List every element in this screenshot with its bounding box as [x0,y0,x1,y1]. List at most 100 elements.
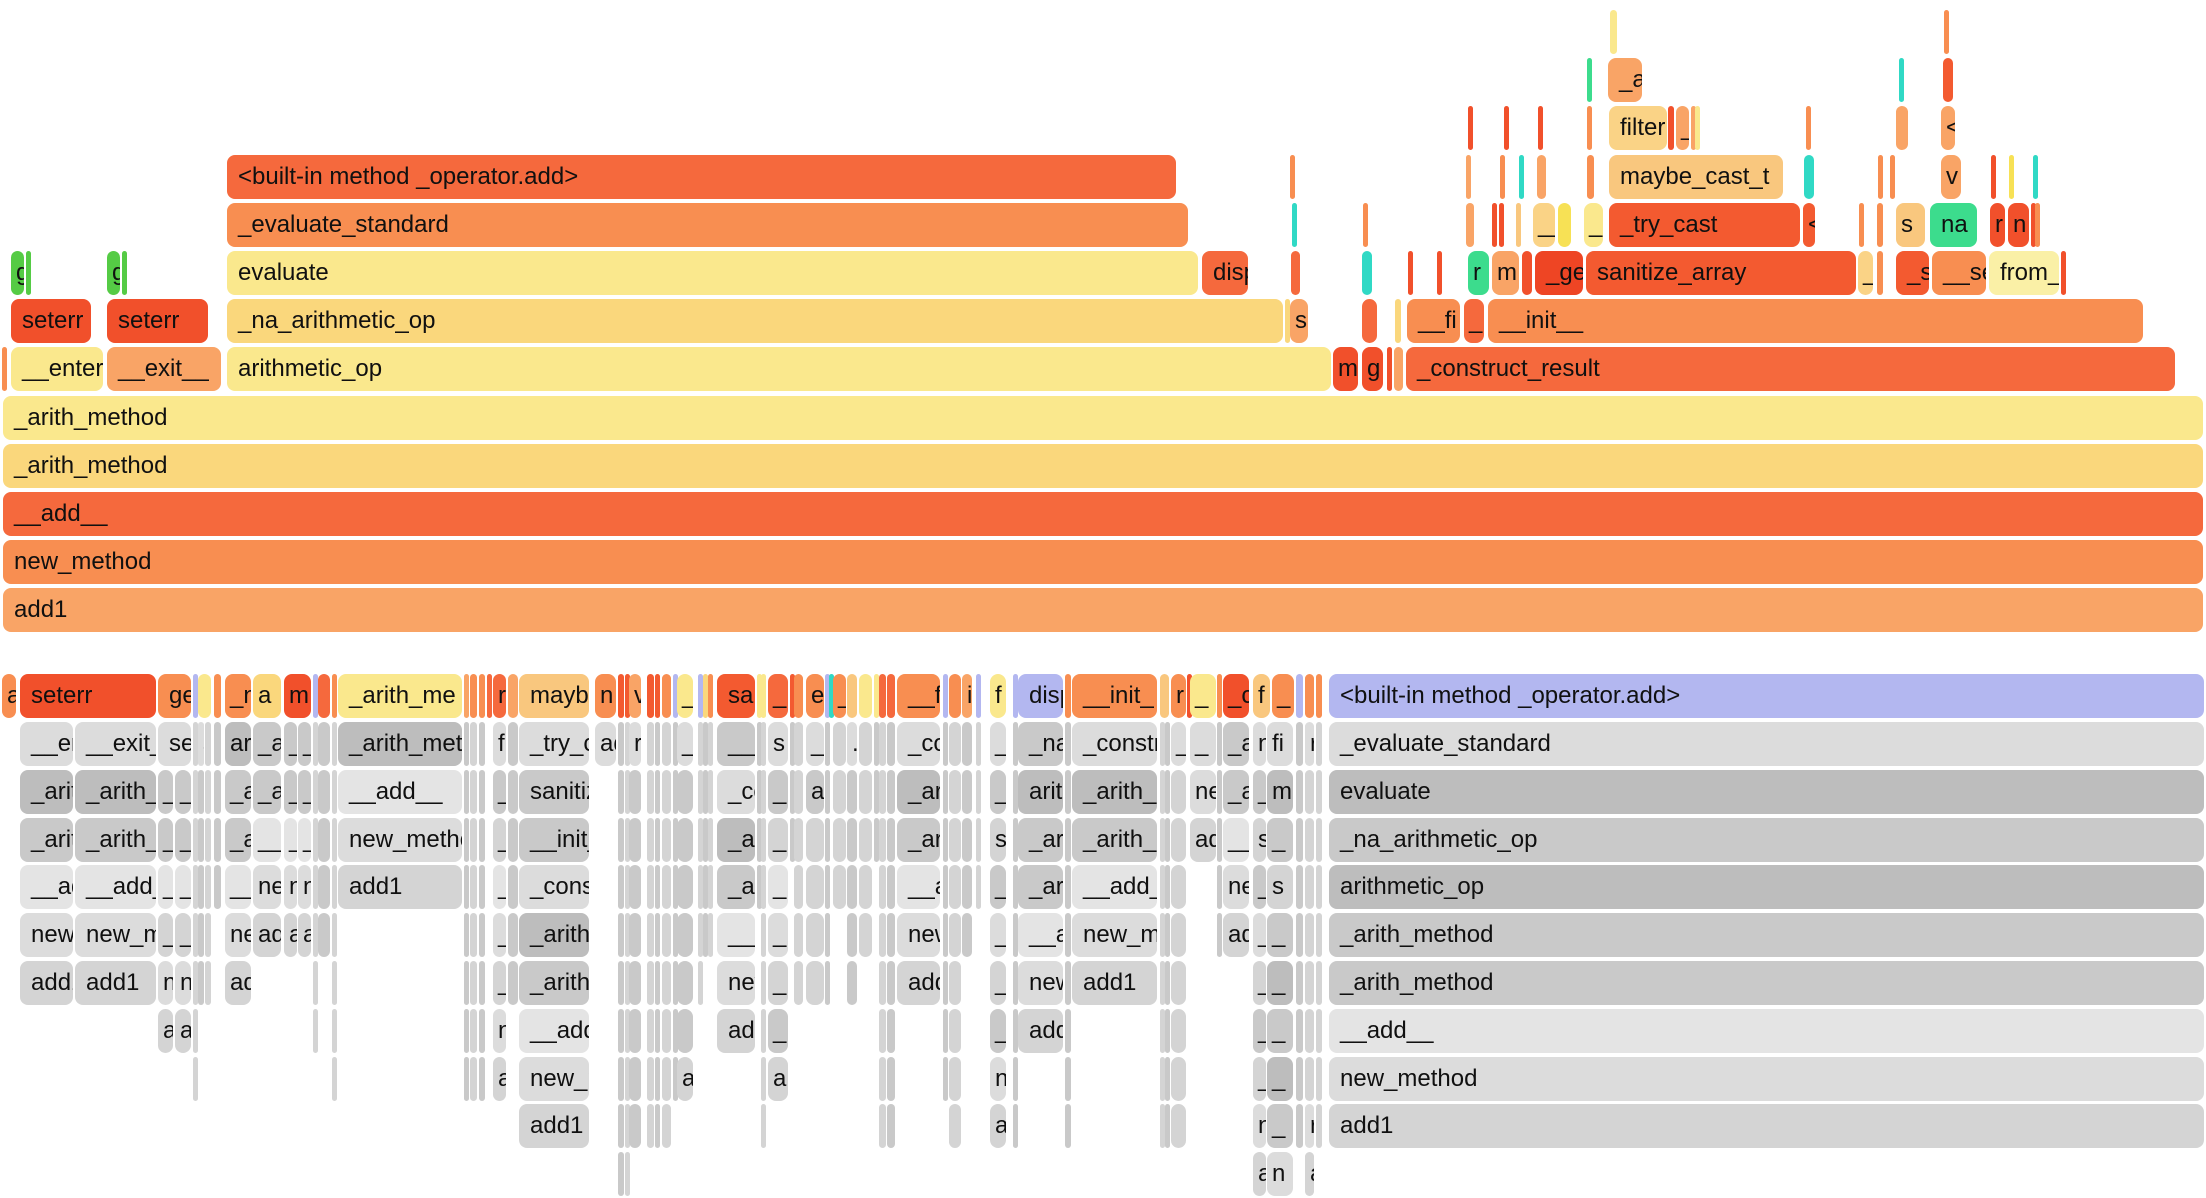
frame-sliver[interactable] [470,1009,477,1053]
frame-add1[interactable]: add1 [717,1009,755,1053]
frame-_[interactable]: _ [175,913,191,957]
frame-sliver[interactable] [1013,818,1018,862]
frame-sliver[interactable] [464,1057,469,1101]
frame-sliver[interactable] [677,770,693,814]
frame-sliver[interactable] [332,961,337,1005]
frame-sliver[interactable] [618,865,624,909]
frame-sliver[interactable] [859,674,872,718]
frame-sliver[interactable] [662,722,671,766]
frame-sliver[interactable] [761,818,766,862]
frame-sliver[interactable] [879,865,886,909]
frame-_arith_method[interactable]: _arith_method [1018,865,1063,909]
frame-m[interactable]: m [1267,770,1293,814]
frame-sliver[interactable] [662,913,671,957]
frame-new_method[interactable]: new_method [519,1057,589,1101]
frame-n[interactable]: n [595,674,616,718]
frame-_[interactable]: _ [175,770,191,814]
frame-f[interactable]: f [1253,674,1270,718]
frame-sliver[interactable] [1859,203,1864,247]
frame-sliver[interactable] [464,913,469,957]
frame-_arith_method[interactable]: _arith_method [75,818,156,862]
frame-_s[interactable]: _s [1896,251,1929,295]
frame-sliver[interactable] [833,722,846,766]
frame-sliver[interactable] [318,865,330,909]
frame-sliver[interactable] [464,722,469,766]
frame-sliver[interactable] [1316,913,1322,957]
frame-sliver[interactable] [625,1104,630,1148]
frame-sliver[interactable] [662,818,671,862]
frame-sliver[interactable] [1013,961,1018,1005]
frame-sliver[interactable] [1305,1009,1314,1053]
frame-sliver[interactable] [833,818,846,862]
frame-sliver[interactable] [1877,251,1883,295]
frame-sliver[interactable] [887,865,895,909]
frame-__enter__[interactable]: __enter__ [11,347,103,391]
frame-_[interactable]: _ [768,674,788,718]
frame-sliver[interactable] [618,1152,624,1196]
frame-sliver[interactable] [629,1104,641,1148]
frame-sliver[interactable] [193,722,198,766]
frame-sliver[interactable] [313,1009,318,1053]
frame-sliver[interactable] [647,722,654,766]
frame-_arith_method[interactable]: _arith_method [20,770,73,814]
frame-sliver[interactable] [1217,913,1222,957]
frame-sliver[interactable] [1217,770,1222,814]
frame-sliver[interactable] [1065,1009,1071,1053]
frame-sliver[interactable] [887,913,895,957]
frame-sliver[interactable] [1160,818,1165,862]
frame-sliver[interactable] [1296,865,1303,909]
frame-ge[interactable]: ge [158,674,191,718]
frame-__fi[interactable]: __fi [1407,299,1460,343]
frame-sliver[interactable] [198,865,204,909]
frame-a[interactable]: a [1305,1152,1314,1196]
frame-arithmetic_op[interactable]: arithmetic_op [1018,770,1063,814]
frame-_[interactable]: _ [1253,961,1266,1005]
frame-sliver[interactable] [1013,913,1018,957]
frame-sliver[interactable] [943,913,948,957]
frame-sliver[interactable] [794,818,803,862]
frame-sliver[interactable] [508,865,518,909]
frame-sliver[interactable] [470,1057,477,1101]
frame-sliver[interactable] [1877,203,1883,247]
frame-_[interactable]: _ [768,865,788,909]
frame-sliver[interactable] [1296,770,1303,814]
frame-add1[interactable]: add1 [225,961,251,1005]
frame-sliver[interactable] [625,865,630,909]
frame-_[interactable]: _ [677,722,693,766]
frame-sliver[interactable] [1468,106,1473,150]
frame-sliver[interactable] [887,770,895,814]
frame-new_method[interactable]: new_method [75,913,156,957]
frame-sliver[interactable] [1165,865,1170,909]
frame-a[interactable]: a [990,1104,1006,1148]
frame-sliver[interactable] [198,913,204,957]
frame-sliver[interactable] [313,818,318,862]
frame-s[interactable]: s [1267,865,1293,909]
frame-sliver[interactable] [943,770,948,814]
frame-sliver[interactable] [629,1009,641,1053]
frame-sliver[interactable] [790,722,795,766]
frame-sliver[interactable] [825,913,830,957]
frame-sliver[interactable] [677,1009,693,1053]
frame-sliver[interactable] [1516,203,1521,247]
frame-sliver[interactable] [1668,106,1674,150]
frame-sliver[interactable] [1296,1009,1303,1053]
frame-sliver[interactable] [647,1009,654,1053]
frame-_[interactable]: _ [493,865,506,909]
frame-__init_[interactable]: __init_ [1072,674,1157,718]
frame-sliver[interactable] [874,770,879,814]
frame-_arith_method[interactable]: _arith_method [284,770,297,814]
frame-add1[interactable]: add1 [519,1104,589,1148]
frame-sliver[interactable] [332,770,337,814]
frame-built-in-method-_operator-add[interactable]: <built-in method _operator.add> [227,155,1176,199]
frame-evaluate[interactable]: evaluate [1329,770,2204,814]
frame-sliver[interactable] [943,1009,948,1053]
frame-sliver[interactable] [962,722,972,766]
frame-sliver[interactable] [1305,818,1314,862]
frame-sliver[interactable] [1316,1104,1322,1148]
frame-sliver[interactable] [647,913,654,957]
frame-sliver[interactable] [698,770,703,814]
frame-sliver[interactable] [318,722,330,766]
frame-sliver[interactable] [214,722,221,766]
frame-sliver[interactable] [833,770,846,814]
frame-__add__[interactable]: __add__ [1072,865,1157,909]
